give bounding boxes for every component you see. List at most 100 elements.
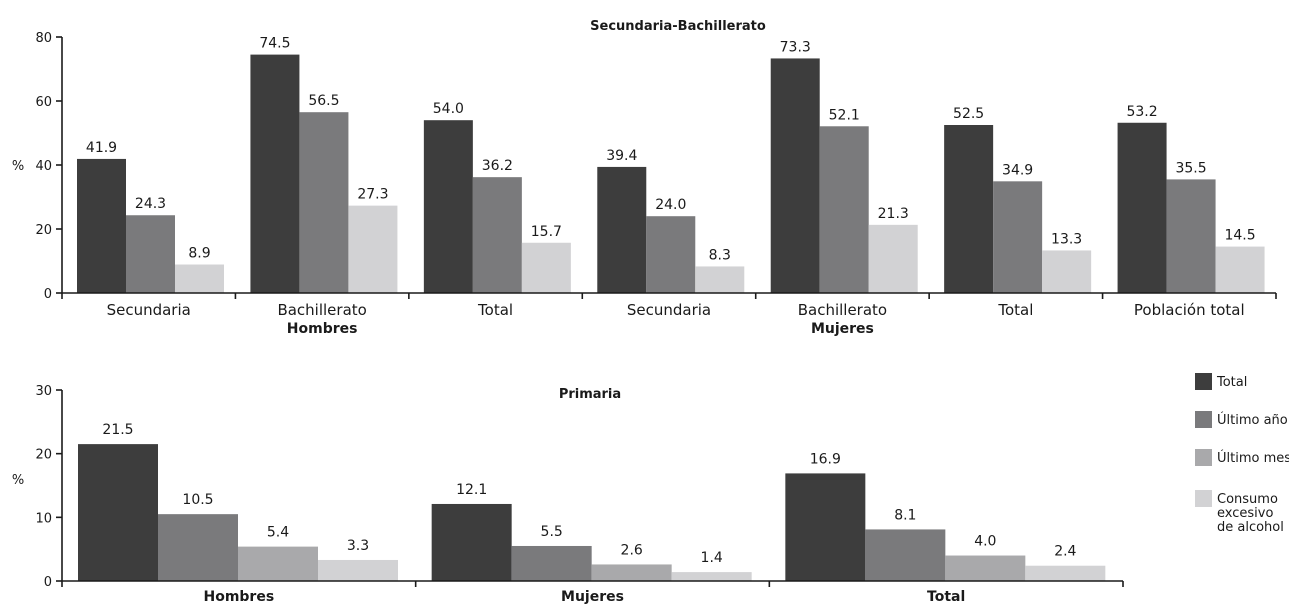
data-label: 41.9 [86,140,117,156]
legend-swatch [1195,411,1212,428]
data-label: 8.1 [894,507,916,523]
bar [770,58,820,293]
bar [868,224,918,293]
data-label: 56.5 [308,93,339,109]
y-tick-label: 10 [35,511,52,526]
x-tick-label: Total [927,589,965,604]
data-label: 34.9 [1002,162,1033,178]
data-label: 12.1 [456,482,487,498]
x-tick-label: Mujeres [561,589,624,604]
bar [993,181,1043,293]
bar [671,572,752,581]
chart-title: Primaria [559,387,621,402]
bar [78,444,158,581]
legend-label: Último mes [1217,450,1289,466]
y-tick-label: 0 [44,287,52,302]
data-label: 5.5 [541,524,563,540]
group-label: Hombres [287,321,358,337]
data-label: 14.5 [1224,228,1255,244]
bar [1042,250,1092,293]
y-tick-label: 20 [35,223,52,238]
data-label: 24.3 [135,196,166,212]
data-label: 21.5 [102,422,133,438]
y-axis-label: % [12,473,24,488]
data-label: 2.6 [621,542,643,558]
bar [646,216,696,293]
data-label: 39.4 [606,148,637,164]
y-tick-label: 40 [35,159,52,174]
data-label: 35.5 [1175,160,1206,176]
legend-label: excesivo [1217,506,1273,521]
legend-swatch [1195,449,1212,466]
data-label: 1.4 [701,550,723,566]
bar [472,177,522,293]
bar [318,559,398,581]
x-tick-label: Hombres [203,589,274,604]
data-label: 13.3 [1051,231,1082,247]
bar [521,242,571,293]
y-tick-label: 0 [44,575,52,590]
x-tick-label: Total [477,301,513,319]
legend-swatch [1195,490,1212,507]
x-tick-label: Secundaria [107,301,191,319]
data-label: 74.5 [259,36,290,52]
bar [238,546,318,581]
y-tick-label: 20 [35,448,52,463]
bar [250,54,300,293]
data-label: 4.0 [974,534,996,550]
bar [1025,565,1106,581]
data-label: 36.2 [482,158,513,174]
data-label: 21.3 [878,206,909,222]
bar [77,158,126,293]
data-label: 5.4 [267,525,289,541]
bar [511,545,592,581]
bar [1117,122,1167,293]
bar [348,205,398,293]
data-label: 73.3 [780,39,811,55]
bar [431,503,512,581]
data-label: 8.9 [188,246,210,262]
data-label: 15.7 [531,224,562,240]
data-label: 52.1 [829,107,860,123]
bar [423,120,473,293]
legend-label: de alcohol [1217,520,1284,535]
data-label: 52.5 [953,106,984,122]
bar [126,215,175,293]
bar [1166,179,1216,293]
bar [944,125,994,293]
data-label: 8.3 [709,247,731,263]
x-tick-label: Secundaria [627,301,711,319]
y-tick-label: 30 [35,384,52,399]
legend-label: Consumo [1217,492,1278,507]
data-label: 2.4 [1054,544,1076,560]
bar [591,564,672,581]
chart-title: Secundaria-Bachillerato [590,19,766,34]
legend-label: Total [1216,375,1247,390]
y-tick-label: 60 [35,95,52,110]
data-label: 54.0 [433,101,464,117]
data-label: 53.2 [1126,104,1157,120]
group-label: Mujeres [811,321,874,337]
data-label: 16.9 [810,451,841,467]
bar [597,166,647,293]
legend-swatch [1195,373,1212,390]
data-label: 3.3 [347,538,369,554]
y-axis-label: % [12,159,24,174]
data-label: 27.3 [357,187,388,203]
bar [945,555,1026,581]
data-label: 24.0 [655,197,686,213]
bar [299,112,349,293]
bar [175,264,224,293]
x-tick-label: Población total [1134,301,1245,319]
y-tick-label: 80 [35,31,52,46]
bar [695,266,745,293]
bar [865,529,946,581]
x-tick-label: Bachillerato [798,301,887,319]
bar [158,514,238,581]
bar [785,473,866,581]
bar [819,126,869,293]
data-label: 10.5 [182,492,213,508]
x-tick-label: Total [997,301,1033,319]
